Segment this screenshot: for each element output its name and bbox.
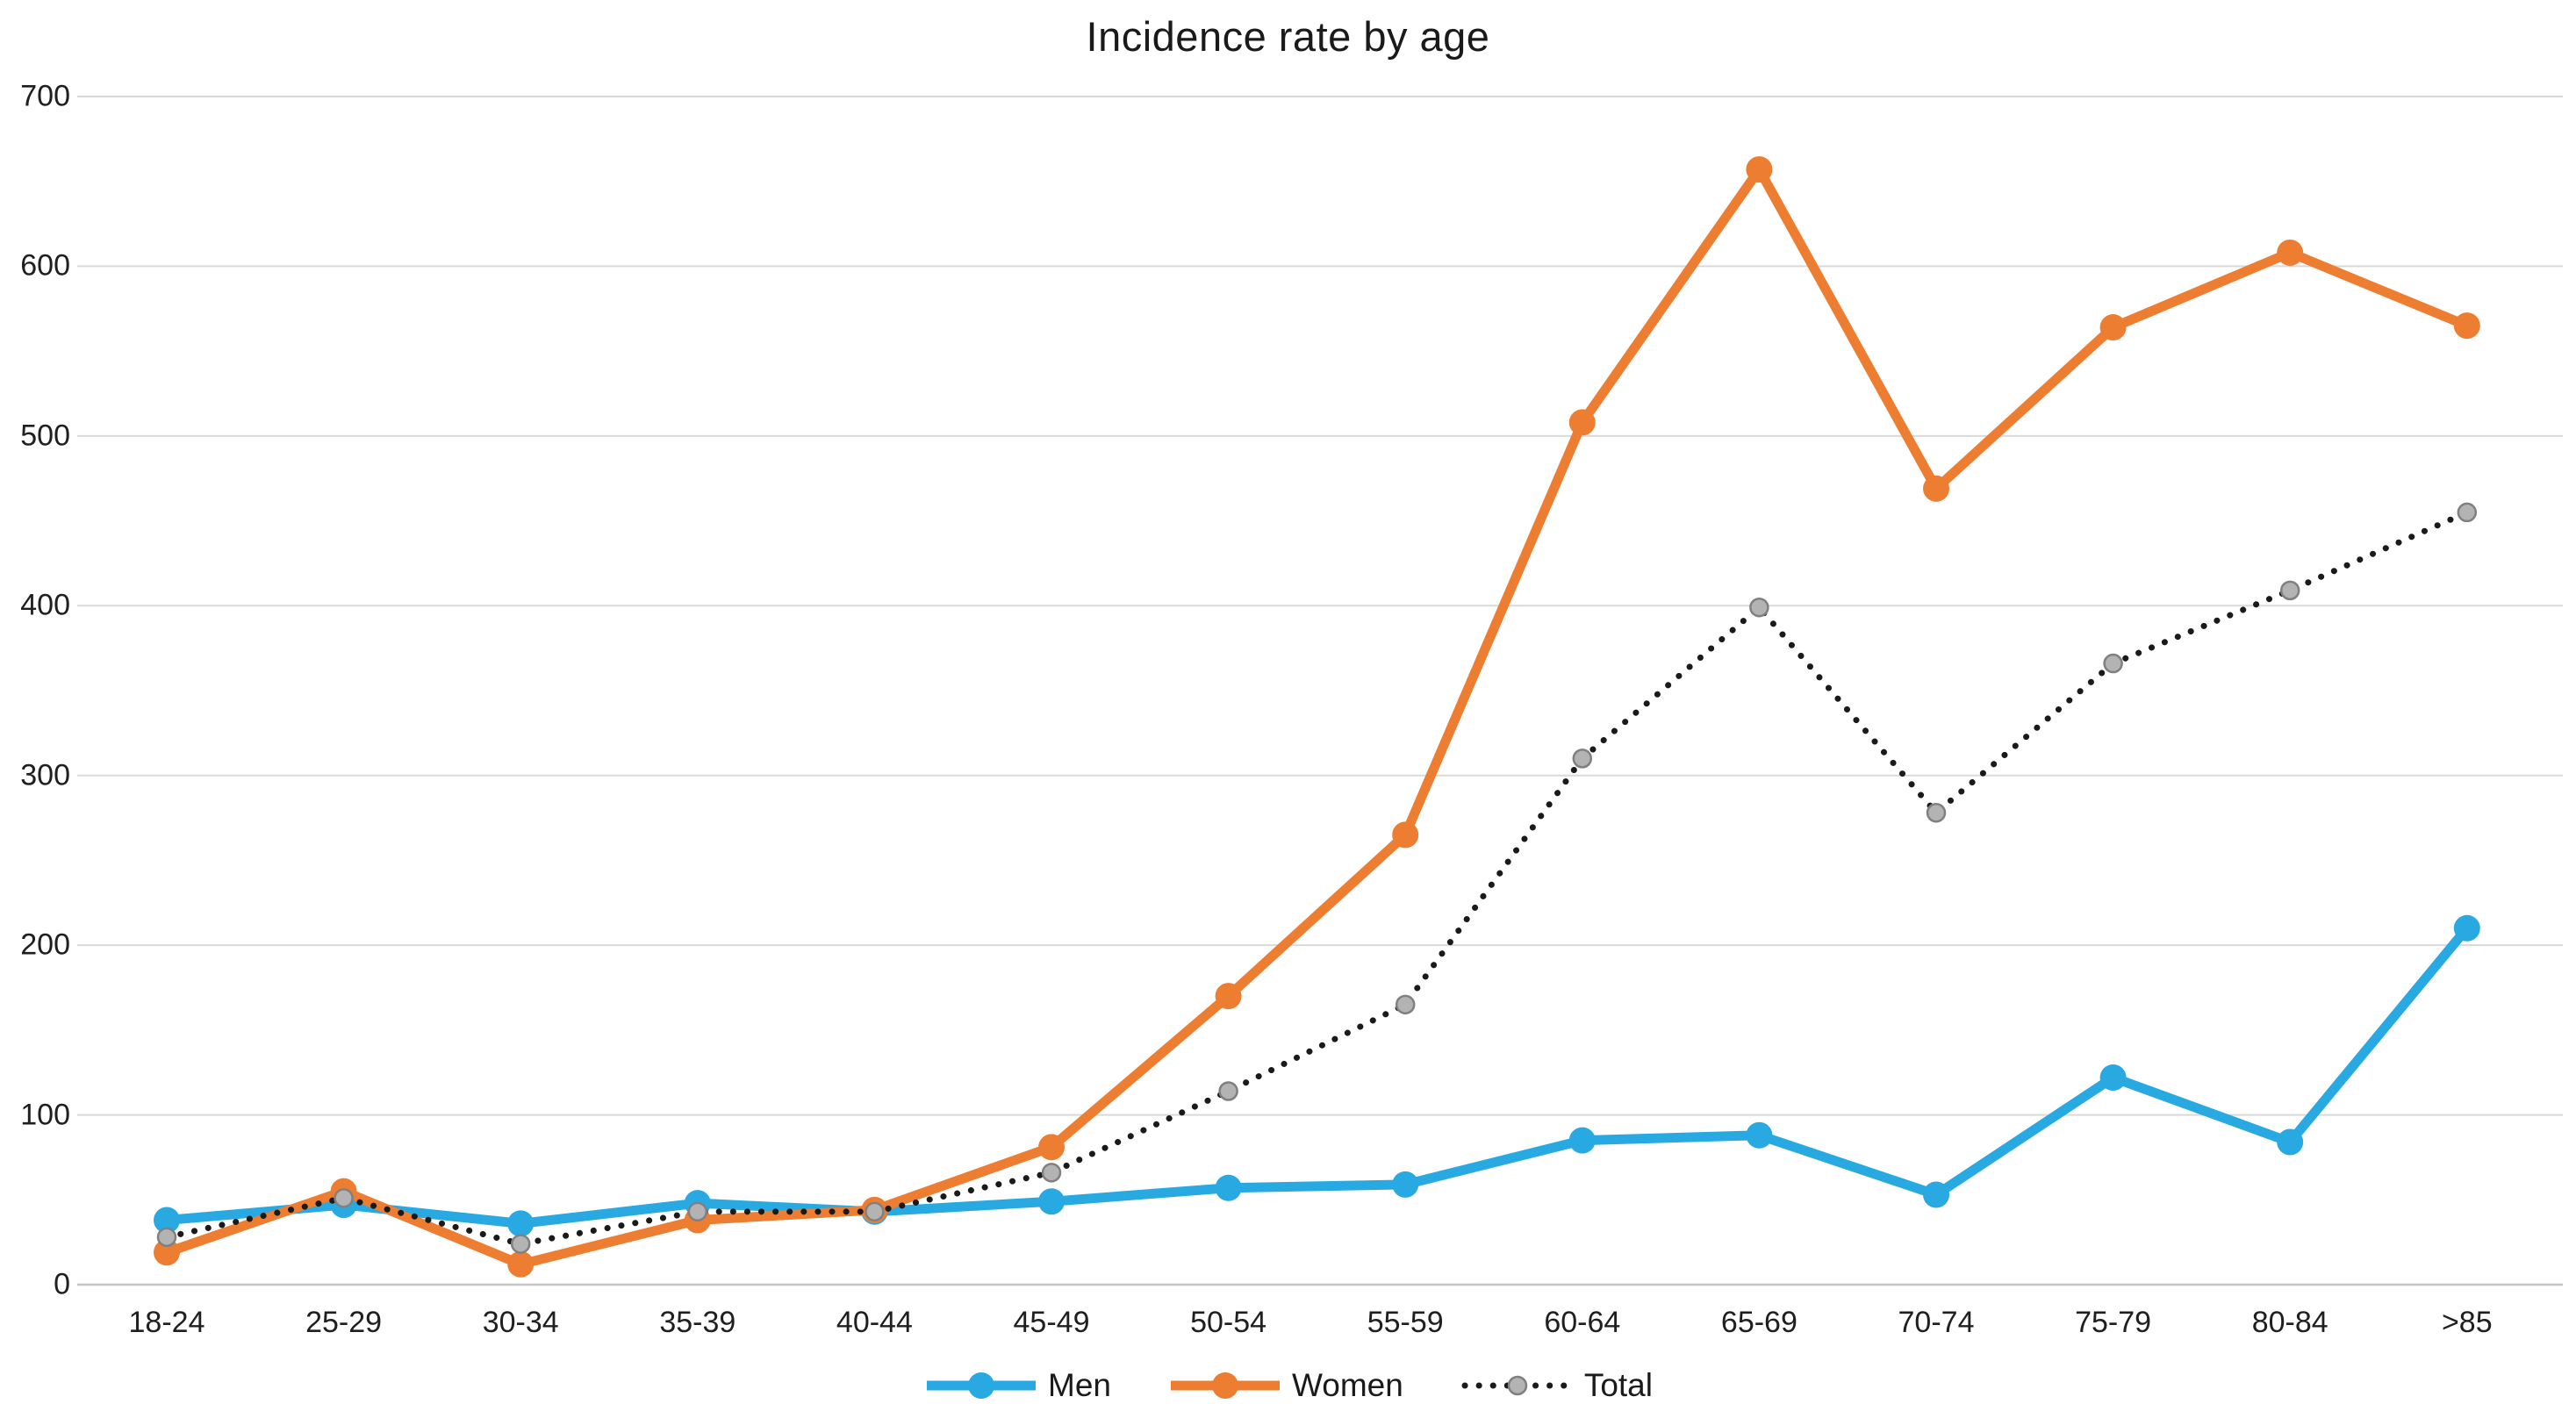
- y-axis-tick-label: 700: [20, 79, 70, 113]
- data-point-men-18-24: [154, 1207, 180, 1234]
- data-point-total-35-39: [687, 1201, 708, 1222]
- legend-item-men: Men: [923, 1367, 1111, 1404]
- data-point-women-55-59: [1392, 821, 1419, 849]
- data-point-men-45-49: [1038, 1188, 1065, 1215]
- y-axis-tick-label: 400: [20, 588, 70, 622]
- y-axis-tick-label: 300: [20, 758, 70, 792]
- x-axis-tick-label: 40-44: [836, 1306, 913, 1339]
- y-axis-tick-label: 0: [54, 1267, 70, 1301]
- x-axis-tick-label: 60-64: [1544, 1306, 1621, 1339]
- data-point-men-80-84: [2277, 1128, 2304, 1156]
- x-axis-tick-label: >85: [2441, 1306, 2493, 1339]
- data-point-total-80-84: [2279, 580, 2300, 601]
- data-point-men-65-69: [1746, 1121, 1773, 1149]
- data-point-women-18-24: [154, 1239, 180, 1266]
- data-point-men-60-64: [1568, 1127, 1596, 1154]
- x-axis-tick-label: 55-59: [1367, 1306, 1444, 1339]
- data-point-total-45-49: [1041, 1163, 1062, 1183]
- data-point-total-25-29: [334, 1188, 354, 1208]
- data-point-total-75-79: [2103, 653, 2123, 674]
- data-point-women-30-34: [507, 1250, 535, 1278]
- x-axis-tick-label: 50-54: [1190, 1306, 1267, 1339]
- data-point-men-55-59: [1392, 1171, 1419, 1198]
- x-axis-tick-label: 35-39: [659, 1306, 736, 1339]
- data-point-total-18-24: [156, 1227, 177, 1248]
- y-axis-tick-label: 100: [20, 1098, 70, 1132]
- data-point-women-60-64: [1568, 409, 1596, 436]
- data-point-total-65-69: [1749, 597, 1769, 618]
- data-point-total-30-34: [510, 1234, 531, 1254]
- data-point-total->85: [2457, 502, 2478, 523]
- data-point-men-70-74: [1923, 1181, 1949, 1208]
- legend: Men Women Total: [0, 1367, 2576, 1404]
- data-point-women->85: [2453, 312, 2480, 340]
- y-axis-tick-label: 200: [20, 928, 70, 962]
- x-axis-tick-label: 75-79: [2075, 1306, 2152, 1339]
- x-axis-tick-label: 65-69: [1720, 1306, 1797, 1339]
- x-axis-tick-label: 80-84: [2251, 1306, 2328, 1339]
- data-point-women-50-54: [1215, 983, 1242, 1010]
- x-axis-tick-label: 30-34: [482, 1306, 559, 1339]
- data-point-total-70-74: [1926, 803, 1947, 823]
- data-point-total-50-54: [1218, 1081, 1238, 1101]
- legend-label-men: Men: [1048, 1367, 1111, 1403]
- x-axis-tick-label: 25-29: [305, 1306, 383, 1339]
- data-point-men-75-79: [2099, 1064, 2127, 1092]
- data-point-men->85: [2453, 914, 2480, 942]
- data-point-total-40-44: [865, 1201, 885, 1222]
- legend-item-women: Women: [1167, 1367, 1403, 1404]
- series-line-total: [163, 509, 2471, 1248]
- data-point-women-45-49: [1038, 1134, 1065, 1161]
- chart-title: Incidence rate by age: [1086, 13, 1490, 60]
- x-axis-tick-label: 45-49: [1013, 1306, 1090, 1339]
- men-line-swatch-icon: [927, 1372, 1037, 1399]
- women-line-swatch-icon: [1171, 1372, 1280, 1399]
- series-line-men: [161, 923, 2472, 1228]
- total-line-swatch-icon: [1461, 1375, 1574, 1396]
- data-point-men-50-54: [1215, 1174, 1242, 1201]
- x-axis-tick-label: 18-24: [128, 1306, 205, 1339]
- data-point-total-60-64: [1572, 748, 1593, 769]
- y-axis-tick-label: 500: [20, 419, 70, 453]
- data-point-women-70-74: [1923, 475, 1949, 502]
- data-point-women-65-69: [1746, 156, 1773, 183]
- series-line-women: [161, 164, 2472, 1270]
- data-point-men-30-34: [507, 1210, 535, 1237]
- legend-item-total: Total: [1460, 1367, 1653, 1404]
- y-axis-tick-label: 600: [20, 248, 70, 283]
- data-point-women-75-79: [2099, 314, 2127, 341]
- data-point-women-80-84: [2277, 239, 2304, 266]
- legend-label-total: Total: [1583, 1367, 1653, 1403]
- data-point-total-55-59: [1395, 994, 1416, 1015]
- x-axis-tick-label: 70-74: [1898, 1306, 1975, 1339]
- legend-label-women: Women: [1292, 1367, 1403, 1403]
